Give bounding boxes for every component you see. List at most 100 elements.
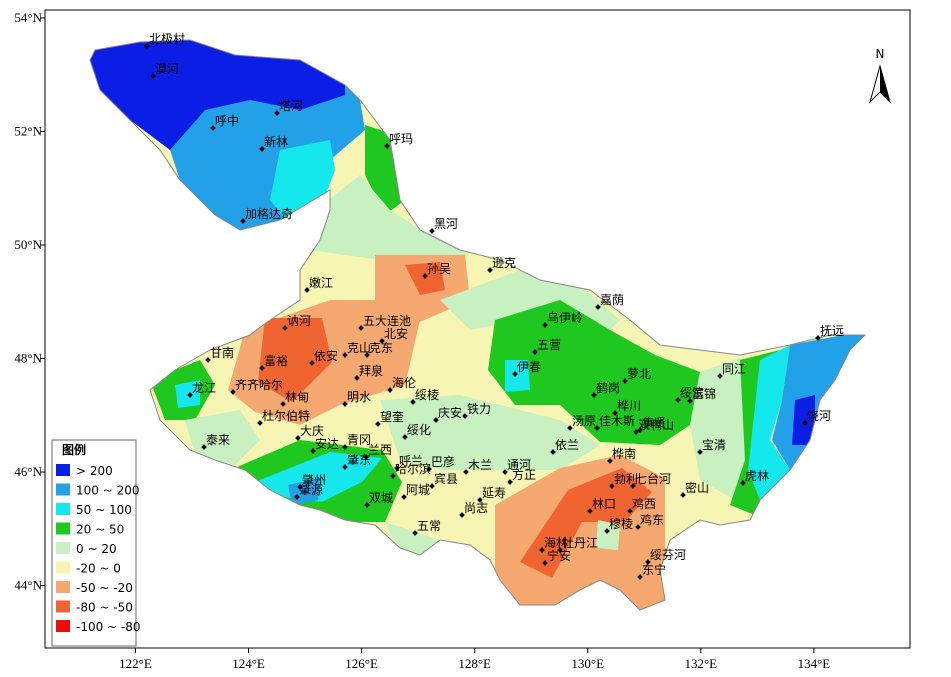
station-label: 拜泉 <box>359 364 383 378</box>
station-label: 呼玛 <box>389 132 413 146</box>
station-label: 呼中 <box>215 113 239 128</box>
fill-group <box>90 40 865 610</box>
contour-area <box>520 468 652 578</box>
legend-swatch <box>56 522 70 535</box>
station-dot <box>201 444 207 450</box>
station-label: 讷河 <box>287 314 311 328</box>
station-dot <box>532 349 538 355</box>
legend-label: -100 ~ -80 <box>76 620 141 634</box>
contour-area <box>748 345 790 500</box>
legend-swatch <box>56 581 70 593</box>
station-label: 嫩江 <box>309 276 333 290</box>
station-label: 东宁 <box>642 562 666 577</box>
station-dot <box>410 399 416 405</box>
station-dot <box>358 325 364 331</box>
station-label: 肇源 <box>299 482 323 497</box>
station-label: 汤原 <box>572 414 596 428</box>
station-label: 鸡西 <box>632 496 656 511</box>
contour-area <box>792 395 815 445</box>
station-label: 嘉荫 <box>600 293 624 307</box>
station-dot <box>342 444 348 450</box>
contour-area <box>310 175 470 265</box>
station-label: 萝北 <box>627 367 651 381</box>
station-label: 集贤 <box>642 415 666 430</box>
station-label: 新林 <box>264 134 288 149</box>
station-label: 北安 <box>384 326 408 341</box>
x-tick-label: 122°E <box>119 656 152 671</box>
station-label: 肇东 <box>347 452 371 467</box>
station-label: 五营 <box>537 338 561 352</box>
station-dot <box>363 454 369 460</box>
station-dot <box>567 425 573 431</box>
station-label: 鸡东 <box>640 512 664 527</box>
legend-title: 图例 <box>62 442 86 457</box>
station-dot <box>609 483 615 489</box>
station-label: 牡丹江 <box>562 535 598 550</box>
station-label: 黑河 <box>434 217 458 231</box>
legend-label: 100 ~ 200 <box>76 484 140 498</box>
station-label: 明水 <box>347 390 371 404</box>
station-dot <box>426 466 432 472</box>
station-dot <box>637 427 643 433</box>
station-label: 绥芬河 <box>650 548 686 562</box>
station-dot <box>594 425 600 431</box>
station-dot <box>717 373 723 379</box>
station-label: 林口 <box>592 497 616 511</box>
station-dot <box>394 465 400 471</box>
station-dot <box>240 218 246 224</box>
north-label: N <box>876 47 885 61</box>
station-dot <box>740 480 746 486</box>
station-label: 虎林 <box>745 469 769 483</box>
station-label: 泰来 <box>206 433 230 447</box>
station-label: 鹤岗 <box>596 380 620 395</box>
station-dot <box>591 392 597 398</box>
station-dot <box>477 497 483 503</box>
station-dot <box>539 547 545 553</box>
station-label: 兰西 <box>368 443 392 457</box>
station-label: 抚远 <box>820 324 844 338</box>
x-tick-label: 134°E <box>798 656 831 671</box>
contour-area <box>380 395 600 470</box>
station-dot <box>274 110 280 116</box>
station-dot <box>557 547 563 553</box>
legend-label: 20 ~ 50 <box>76 523 124 537</box>
station-label: 穆棱 <box>609 516 633 531</box>
station-label: 逊克 <box>492 256 516 270</box>
station-dot <box>815 335 821 341</box>
legend-label: 50 ~ 100 <box>76 503 132 517</box>
station-dot <box>295 435 301 441</box>
x-tick-label: 126°E <box>345 656 378 671</box>
contour-area <box>90 40 345 150</box>
station-dot <box>429 483 435 489</box>
x-tick-label: 132°E <box>684 656 717 671</box>
contour-area <box>488 300 700 445</box>
station-dot <box>433 417 439 423</box>
station-dot <box>487 267 493 273</box>
station-label: 杜尔伯特 <box>262 408 310 423</box>
station-dot <box>304 287 310 293</box>
station-dot <box>675 397 681 403</box>
station-dot <box>402 434 408 440</box>
station-dot <box>507 479 513 485</box>
station-dot <box>687 398 693 404</box>
station-label: 北极村 <box>149 32 185 46</box>
station-label: 佳木斯 <box>599 414 635 428</box>
station-label: 宁安 <box>547 548 571 563</box>
map-frame <box>44 9 911 649</box>
station-dot <box>257 420 263 426</box>
y-tick-label: 50°N <box>14 237 42 252</box>
station-dot <box>637 574 643 580</box>
y-tick-label: 54°N <box>14 10 42 25</box>
station-dot <box>342 352 348 358</box>
legend-swatch <box>56 620 70 632</box>
station-label: 通河 <box>507 458 531 472</box>
station-label: 依安 <box>314 348 338 363</box>
legend-swatch <box>56 561 70 574</box>
legend-label: > 200 <box>76 464 113 478</box>
station-label: 铁力 <box>467 402 491 416</box>
station-label: 加格达奇 <box>245 206 293 221</box>
y-tick-label: 52°N <box>14 123 42 138</box>
station-label: 尚志 <box>464 501 488 515</box>
